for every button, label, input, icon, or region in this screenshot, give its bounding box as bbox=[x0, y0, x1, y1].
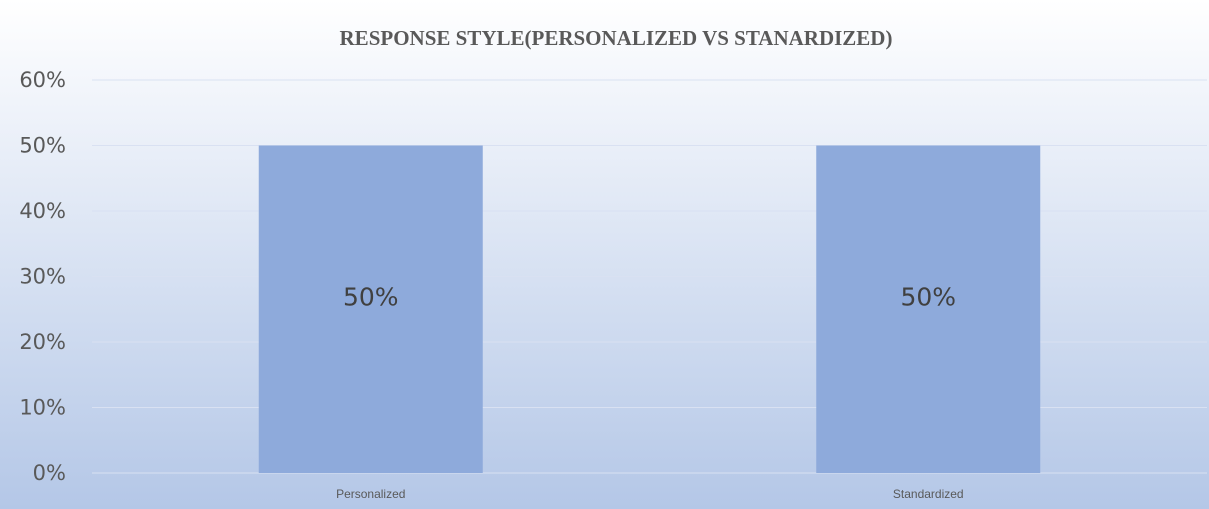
y-tick-label: 50% bbox=[19, 134, 66, 158]
chart-title: RESPONSE STYLE(PERSONALIZED VS STANARDIZ… bbox=[340, 26, 893, 50]
x-axis-category-labels: Personalized Standardized bbox=[336, 487, 964, 501]
bars bbox=[258, 145, 1041, 473]
data-label-standardized: 50% bbox=[900, 282, 956, 311]
x-category-label: Standardized bbox=[893, 487, 964, 501]
bar-personalized bbox=[258, 145, 483, 473]
y-axis-tick-labels: 0% 10% 20% 30% 40% 50% 60% bbox=[19, 68, 66, 485]
y-tick-label: 60% bbox=[19, 68, 66, 92]
bar-standardized bbox=[816, 145, 1041, 473]
x-category-label: Personalized bbox=[336, 487, 405, 501]
data-label-personalized: 50% bbox=[343, 282, 399, 311]
data-labels: 50% 50% bbox=[343, 282, 956, 311]
y-tick-label: 20% bbox=[19, 330, 66, 354]
y-tick-label: 0% bbox=[33, 461, 66, 485]
y-tick-label: 30% bbox=[19, 265, 66, 289]
y-tick-label: 10% bbox=[19, 396, 66, 420]
y-tick-label: 40% bbox=[19, 199, 66, 223]
